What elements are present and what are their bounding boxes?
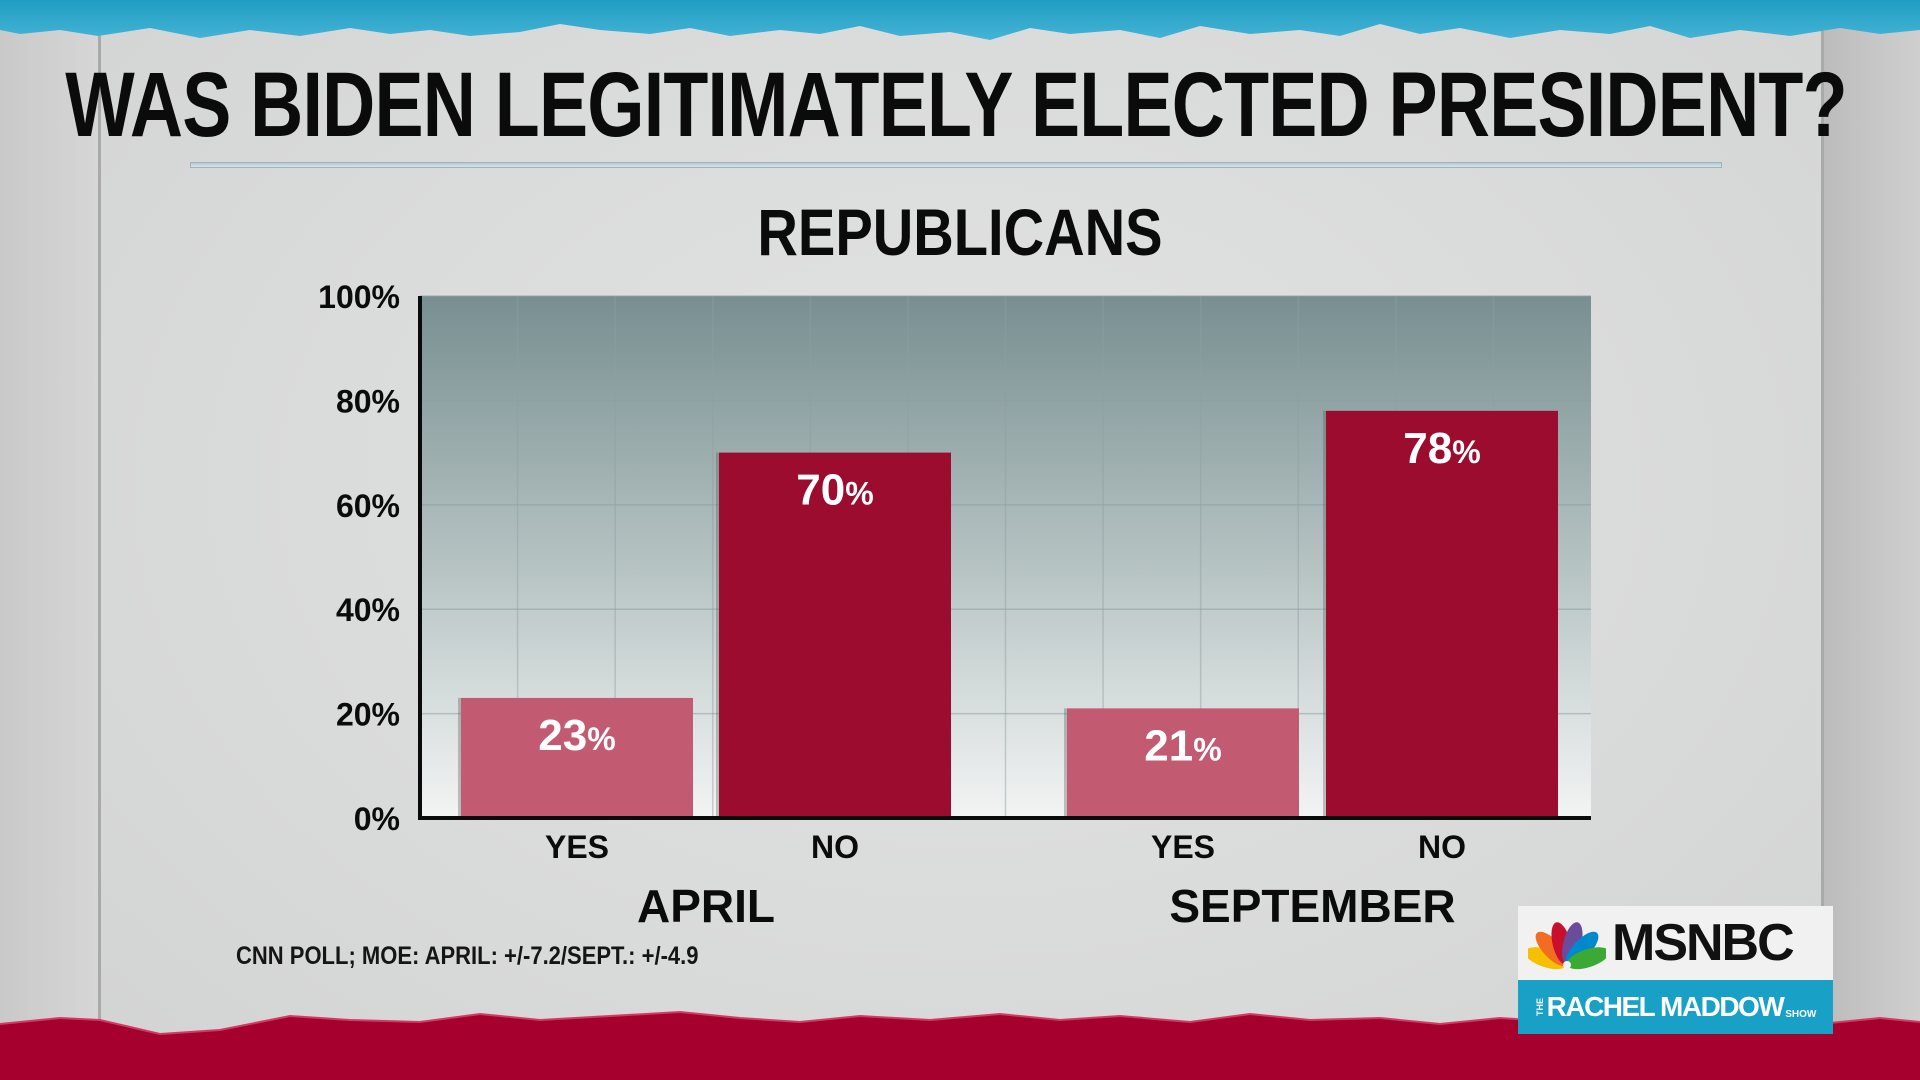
x-category-label: NO (1418, 829, 1466, 865)
logo-show-panel: THE RACHEL MADDOW SHOW (1518, 980, 1833, 1034)
msnbc-logo: MSNBC THE RACHEL MADDOW SHOW (1518, 906, 1833, 1034)
y-tick-label: 80% (336, 383, 400, 419)
bar-value-number: 23 (538, 711, 587, 760)
y-tick-label: 100% (318, 279, 400, 315)
bar-value-number: 78 (1403, 424, 1452, 473)
network-wordmark: MSNBC (1612, 914, 1795, 972)
bar-value-label: 70% (796, 466, 873, 515)
y-axis-ticks: 0% 20% 40% 60% 80% 100% (318, 279, 400, 837)
bar-shadow (458, 697, 461, 818)
y-tick-label: 40% (336, 592, 400, 628)
bar-value-label: 23% (538, 711, 615, 760)
background-left (0, 0, 98, 1080)
bar-value-label: 21% (1144, 721, 1221, 770)
show-prefix: THE (1534, 998, 1545, 1016)
bar-value-unit: % (845, 476, 873, 512)
bar-value-label: 78% (1403, 424, 1480, 473)
y-tick-label: 0% (354, 801, 400, 837)
bar-september-yes (1067, 708, 1299, 818)
torn-top-strip (0, 0, 1920, 40)
bar-shadow (716, 452, 719, 818)
bar-april-yes (461, 697, 693, 818)
chart-subtitle: REPUBLICANS (757, 195, 1163, 269)
axes (418, 296, 1591, 820)
bar-shadow (1323, 410, 1326, 818)
x-category-label: NO (811, 829, 859, 865)
title-divider (190, 162, 1722, 168)
bar-value-number: 21 (1144, 721, 1193, 770)
bar-shadow (1064, 708, 1067, 818)
y-tick-label: 20% (336, 697, 400, 733)
x-group-label: SEPTEMBER (1169, 880, 1455, 932)
background-right (1824, 0, 1920, 1080)
bar-value-number: 70 (796, 466, 845, 515)
bar-value-unit: % (1193, 731, 1221, 767)
chart-title: WAS BIDEN LEGITIMATELY ELECTED PRESIDENT… (65, 53, 1847, 156)
x-group-label: APRIL (637, 880, 775, 932)
x-category-label: YES (1151, 829, 1215, 865)
bar-value-unit: % (1452, 434, 1480, 470)
bar-april-no (719, 452, 951, 818)
peacock-icon (1528, 922, 1606, 970)
x-category-label: YES (545, 829, 609, 865)
show-name: RACHEL MADDOW (1546, 991, 1785, 1022)
source-footnote: CNN POLL; MOE: APRIL: +/-7.2/SEPT.: +/-4… (236, 942, 699, 970)
show-suffix: SHOW (1785, 1009, 1817, 1020)
x-axis-labels: YES NO APRIL YES NO SEPTEMBER (545, 829, 1466, 932)
bar-value-unit: % (587, 721, 615, 757)
logo-network-panel: MSNBC (1518, 906, 1833, 980)
y-tick-label: 60% (336, 488, 400, 524)
bar-september-no (1326, 410, 1558, 818)
bars: 23%70%21%78% (458, 410, 1558, 818)
